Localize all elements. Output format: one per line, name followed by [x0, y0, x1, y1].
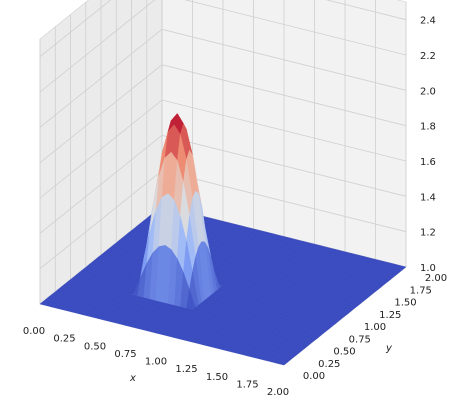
y-axis-label: y — [385, 343, 393, 354]
z-grid-line — [39, 134, 407, 234]
tick-labels: 0.000.250.500.751.001.251.501.752.000.00… — [23, 16, 447, 398]
y-tick-label: 1.75 — [410, 285, 432, 296]
z-tick-label: 2.4 — [420, 16, 436, 27]
y-tick-label: 0.75 — [349, 334, 371, 345]
z-tick-label: 1.8 — [420, 122, 436, 133]
x-tick-label: 2.00 — [267, 387, 289, 398]
x-tick-label: 1.75 — [236, 379, 258, 390]
x-tick-label: 1.00 — [145, 357, 167, 368]
y-tick-label: 1.25 — [379, 310, 401, 321]
x-tick-label: 0.00 — [23, 326, 45, 337]
x-axis-label: x — [129, 373, 136, 384]
z-tick-label: 2.0 — [420, 86, 436, 97]
z-grid-line — [39, 99, 407, 199]
x-tick-label: 0.25 — [53, 334, 75, 345]
z-grid-line — [39, 64, 407, 164]
y-tick-label: 0.50 — [333, 347, 355, 358]
y-tick-label: 0.25 — [318, 359, 340, 370]
surface-mesh — [39, 113, 407, 366]
x-tick-label: 0.50 — [84, 341, 106, 352]
z-tick-label: 1.2 — [420, 228, 436, 239]
z-tick-label: 1.0 — [420, 263, 436, 274]
z-grid-line — [39, 28, 407, 128]
x-tick-label: 0.75 — [114, 349, 136, 360]
x-tick-label: 1.50 — [206, 372, 228, 383]
y-tick-label: 1.50 — [394, 298, 416, 309]
z-grid-line — [39, 0, 407, 58]
z-tick-label: 1.6 — [420, 157, 436, 168]
y-tick-label: 0.00 — [303, 371, 325, 382]
z-grid-line — [39, 0, 407, 93]
x-tick-label: 1.25 — [175, 364, 197, 375]
z-tick-label: 1.4 — [420, 192, 436, 203]
z-tick-label: 2.2 — [420, 51, 436, 62]
surface-patch — [277, 360, 288, 366]
y-tick-label: 2.00 — [425, 273, 447, 284]
y-tick-label: 1.00 — [364, 322, 386, 333]
